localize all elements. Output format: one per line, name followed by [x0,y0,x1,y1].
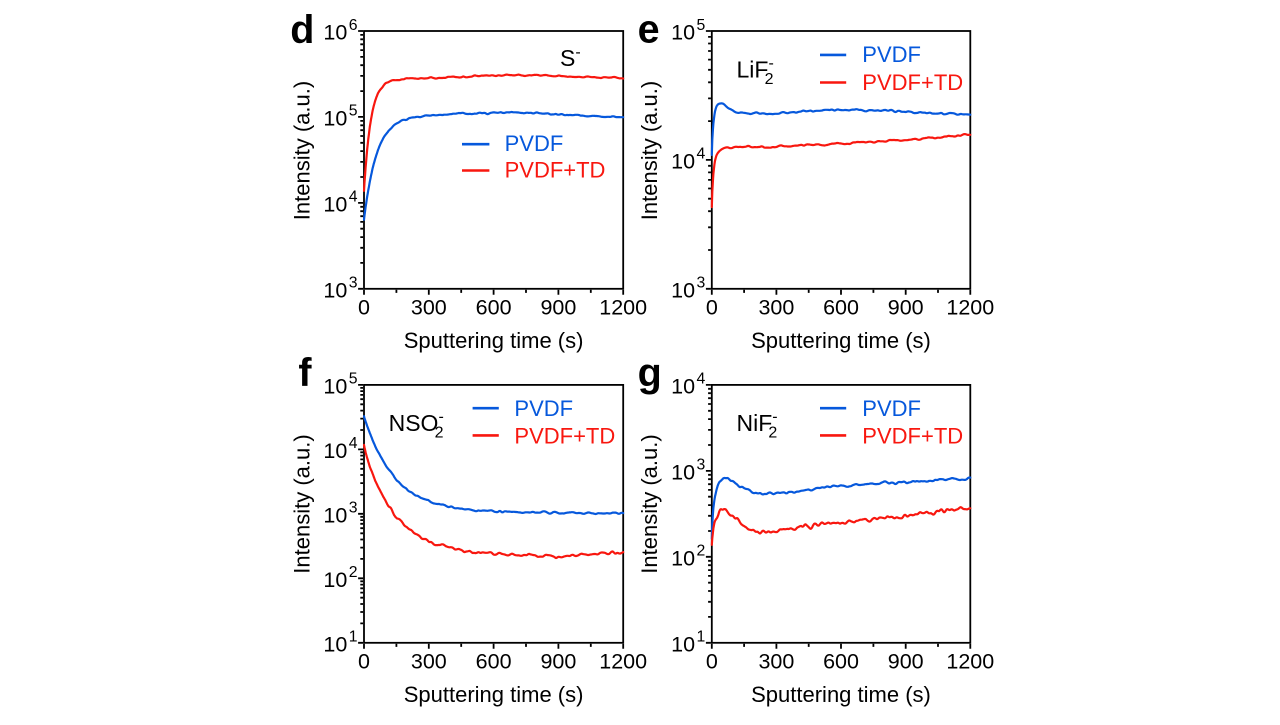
svg-text:4: 4 [349,189,358,206]
svg-text:10: 10 [323,568,347,592]
svg-text:Intensity (a.u.): Intensity (a.u.) [289,434,314,573]
svg-text:1200: 1200 [599,295,647,319]
svg-text:10: 10 [671,375,695,399]
svg-text:0: 0 [706,295,718,319]
svg-text:Intensity (a.u.): Intensity (a.u.) [289,81,314,220]
svg-text:10: 10 [671,278,695,302]
svg-text:10: 10 [671,150,695,174]
svg-text:0: 0 [358,295,370,319]
svg-text:1: 1 [349,629,358,646]
svg-text:PVDF: PVDF [505,131,564,156]
svg-text:6: 6 [349,17,358,34]
svg-text:Sputtering time (s): Sputtering time (s) [404,328,584,353]
svg-text:d: d [290,8,314,52]
svg-text:1200: 1200 [599,649,647,673]
svg-text:4: 4 [697,371,706,388]
svg-text:Intensity (a.u.): Intensity (a.u.) [637,81,662,220]
svg-text:3: 3 [349,275,358,292]
svg-text:4: 4 [349,435,358,452]
svg-text:Sputtering time (s): Sputtering time (s) [751,328,931,353]
svg-text:600: 600 [823,649,859,673]
svg-text:PVDF: PVDF [514,396,573,421]
svg-text:3: 3 [349,500,358,517]
svg-text:f: f [298,351,312,395]
svg-text:10: 10 [671,461,695,485]
svg-text:2: 2 [349,564,358,581]
svg-text:PVDF: PVDF [862,396,921,421]
svg-text:g: g [638,351,662,395]
svg-text:5: 5 [697,17,706,34]
svg-text:10: 10 [323,632,347,656]
svg-text:3: 3 [697,457,706,474]
svg-text:600: 600 [476,295,512,319]
svg-text:300: 300 [758,295,794,319]
svg-text:2: 2 [697,543,706,560]
svg-text:PVDF: PVDF [862,42,921,67]
svg-text:600: 600 [823,295,859,319]
svg-text:10: 10 [323,21,347,45]
svg-text:10: 10 [671,21,695,45]
svg-text:300: 300 [411,649,447,673]
svg-text:900: 900 [888,649,924,673]
svg-text:900: 900 [540,295,576,319]
svg-text:3: 3 [697,275,706,292]
svg-text:Sputtering time (s): Sputtering time (s) [751,682,931,707]
svg-text:PVDF+TD: PVDF+TD [505,158,606,183]
svg-text:900: 900 [540,649,576,673]
svg-text:300: 300 [758,649,794,673]
svg-text:5: 5 [349,371,358,388]
svg-text:10: 10 [671,632,695,656]
svg-text:10: 10 [671,546,695,570]
svg-text:PVDF+TD: PVDF+TD [862,423,963,448]
svg-text:300: 300 [411,295,447,319]
svg-text:10: 10 [323,503,347,527]
svg-text:PVDF+TD: PVDF+TD [514,423,615,448]
svg-text:4: 4 [697,146,706,163]
svg-text:10: 10 [323,278,347,302]
svg-text:1: 1 [697,629,706,646]
svg-text:1200: 1200 [946,295,994,319]
svg-text:10: 10 [323,193,347,217]
svg-text:e: e [638,7,660,51]
svg-text:Sputtering time (s): Sputtering time (s) [404,682,584,707]
svg-text:0: 0 [706,649,718,673]
svg-text:1200: 1200 [946,649,994,673]
svg-text:10: 10 [323,375,347,399]
svg-text:10: 10 [323,439,347,463]
svg-text:600: 600 [476,649,512,673]
svg-text:PVDF+TD: PVDF+TD [862,70,963,95]
svg-text:900: 900 [888,295,924,319]
svg-text:10: 10 [323,107,347,131]
svg-text:0: 0 [358,649,370,673]
svg-text:Intensity (a.u.): Intensity (a.u.) [637,434,662,573]
svg-text:5: 5 [349,103,358,120]
